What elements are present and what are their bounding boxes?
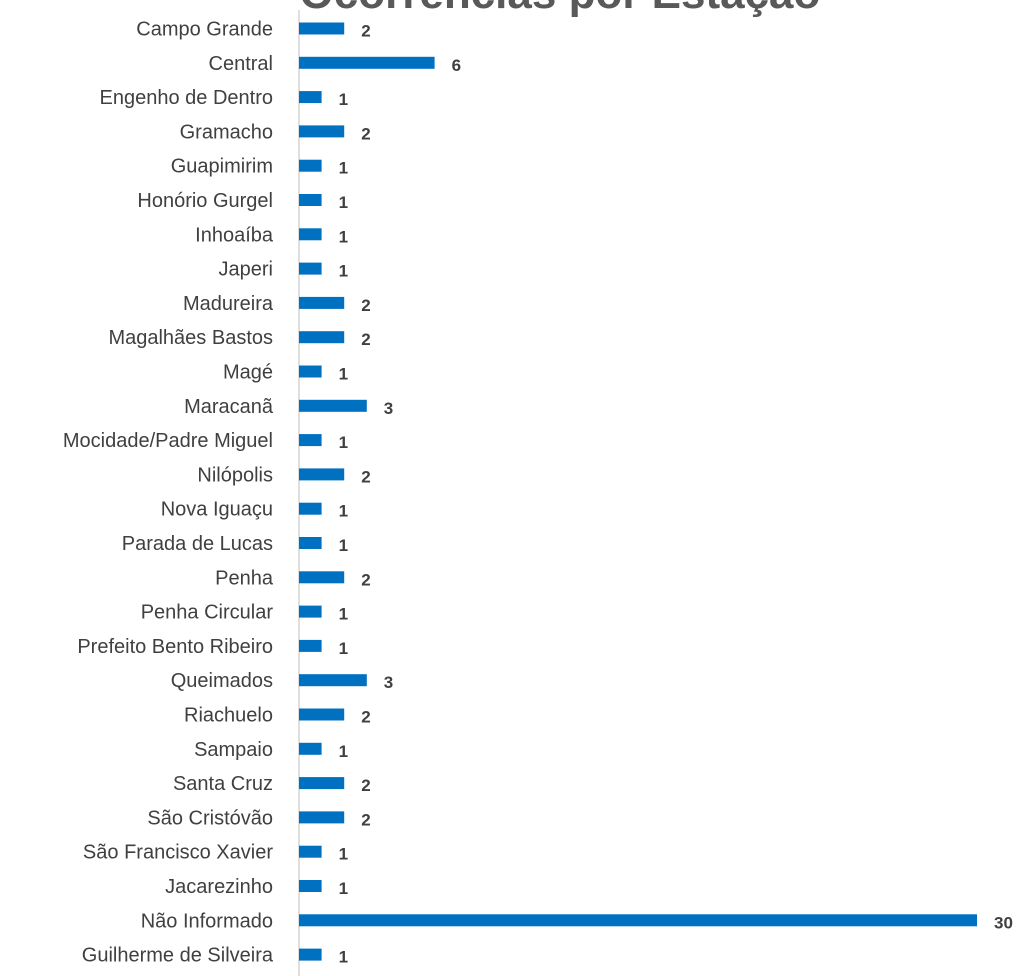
category-label: Santa Cruz (173, 773, 273, 795)
bar (299, 605, 322, 618)
category-label: Magé (223, 362, 273, 384)
data-label: 3 (384, 673, 393, 692)
bar (299, 777, 345, 790)
category-label: Gramacho (180, 121, 273, 143)
category-label: Nova Iguaçu (161, 499, 273, 521)
data-label: 30 (994, 913, 1013, 932)
category-label: Campo Grande (136, 19, 273, 41)
category-label: Engenho de Dentro (100, 87, 273, 109)
bar (299, 468, 345, 481)
data-label: 2 (361, 467, 370, 486)
bar (299, 331, 345, 344)
bar (299, 262, 322, 275)
bar (299, 639, 322, 652)
category-label: Japeri (219, 259, 273, 281)
data-label: 2 (361, 810, 370, 829)
category-label: São Francisco Xavier (83, 842, 273, 864)
data-label: 1 (339, 845, 348, 864)
data-label: 2 (361, 124, 370, 143)
bar (299, 708, 345, 721)
data-label: 1 (339, 90, 348, 109)
bar (299, 159, 322, 172)
data-label: 1 (339, 948, 348, 967)
data-label: 6 (452, 56, 461, 75)
bar (299, 537, 322, 549)
category-label: Madureira (183, 293, 274, 315)
bar (299, 56, 435, 69)
data-label: 1 (339, 159, 348, 178)
data-label: 2 (361, 776, 370, 795)
category-label: Prefeito Bento Ribeiro (77, 636, 273, 658)
category-label: Maracanã (184, 396, 274, 418)
data-label: 2 (361, 708, 370, 727)
bar (299, 91, 322, 104)
bar (299, 811, 345, 824)
bar (299, 434, 322, 447)
bar (299, 502, 322, 515)
data-label: 2 (361, 296, 370, 315)
category-label: Nilópolis (197, 464, 273, 486)
bar (299, 914, 977, 927)
data-label: 1 (339, 433, 348, 452)
data-label: 1 (339, 193, 348, 212)
chart-title: Ocorrências por Estação (300, 0, 821, 18)
bar (299, 228, 322, 241)
data-label: 1 (339, 639, 348, 658)
bar (299, 845, 322, 858)
category-labels: Campo Grande Central Engenho de Dentro Gram… (63, 19, 274, 967)
bar (299, 742, 322, 755)
category-label: Sampaio (194, 739, 273, 761)
bar (299, 571, 345, 584)
category-label: Honório Gurgel (137, 190, 273, 212)
category-label: Magalhães Bastos (108, 327, 273, 349)
data-label: 1 (339, 227, 348, 246)
data-label: 2 (361, 570, 370, 589)
data-label: 1 (339, 365, 348, 384)
data-label: 1 (339, 536, 348, 555)
category-label: Queimados (171, 670, 273, 692)
category-label: Penha (215, 567, 274, 589)
bar (299, 296, 345, 309)
data-label: 1 (339, 262, 348, 281)
category-label: São Cristóvão (147, 807, 273, 829)
category-label: Central (209, 53, 273, 75)
category-label: Riachuelo (184, 705, 273, 727)
bars (299, 22, 977, 961)
bar (299, 948, 322, 961)
data-label: 1 (339, 879, 348, 898)
bar (299, 365, 322, 378)
data-label: 1 (339, 502, 348, 521)
data-label: 1 (339, 605, 348, 624)
category-label: Penha Circular (141, 602, 274, 624)
bar (299, 674, 367, 687)
data-label: 2 (361, 330, 370, 349)
bar (299, 125, 345, 138)
category-label: Guilherme de Silveira (82, 945, 274, 967)
bar (299, 399, 367, 412)
category-label: Jacarezinho (165, 876, 273, 898)
bar (299, 22, 345, 35)
bar (299, 194, 322, 206)
data-label: 3 (384, 399, 393, 418)
data-label: 2 (361, 22, 370, 41)
category-label: Não Informado (141, 910, 273, 932)
category-label: Guapimirim (171, 156, 273, 178)
data-label: 1 (339, 742, 348, 761)
category-label: Parada de Lucas (122, 533, 273, 555)
category-label: Inhoaíba (195, 224, 274, 246)
category-label: Mocidade/Padre Miguel (63, 430, 273, 452)
bar (299, 880, 322, 892)
